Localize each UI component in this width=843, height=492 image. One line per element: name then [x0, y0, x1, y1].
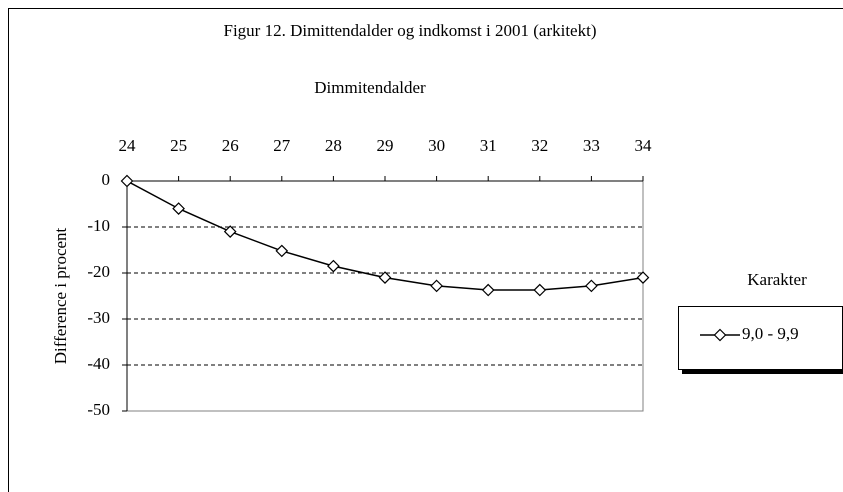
x-axis-label: Dimmitendalder [314, 78, 426, 97]
point [275, 244, 289, 258]
y-tick-label: -10 [87, 216, 110, 235]
x-tick-label: 26 [222, 136, 239, 155]
point [636, 271, 650, 284]
x-tick-label: 31 [480, 136, 497, 155]
x-tick-label: 24 [119, 136, 137, 155]
point [585, 279, 598, 293]
x-tick-label: 28 [325, 136, 342, 155]
point [223, 225, 237, 238]
legend-marker [713, 328, 727, 342]
y-tick-label: -30 [87, 308, 110, 327]
point [378, 271, 392, 284]
x-tick-label: 29 [377, 136, 394, 155]
y-tick-label: -20 [87, 262, 110, 281]
point [120, 174, 134, 188]
x-tick-label: 30 [428, 136, 445, 155]
y-axis-label: Difference i procent [51, 227, 70, 364]
x-tick-label: 25 [170, 136, 187, 155]
x-tick-label: 32 [531, 136, 548, 155]
point [430, 279, 443, 293]
y-tick-label: -50 [87, 400, 110, 419]
point [327, 259, 340, 273]
legend-label: 9,0 - 9,9 [742, 324, 799, 343]
x-tick-label: 34 [635, 136, 653, 155]
plot-area [126, 180, 644, 412]
point [172, 202, 185, 215]
point [481, 283, 495, 297]
legend-title: Karakter [747, 270, 807, 289]
point [533, 283, 547, 297]
chart-title: Figur 12. Dimittendalder og indkomst i 2… [223, 21, 596, 40]
x-tick-label: 33 [583, 136, 600, 155]
y-tick-label: -40 [87, 354, 110, 373]
x-tick-label: 27 [273, 136, 291, 155]
y-tick-label: 0 [102, 170, 111, 189]
